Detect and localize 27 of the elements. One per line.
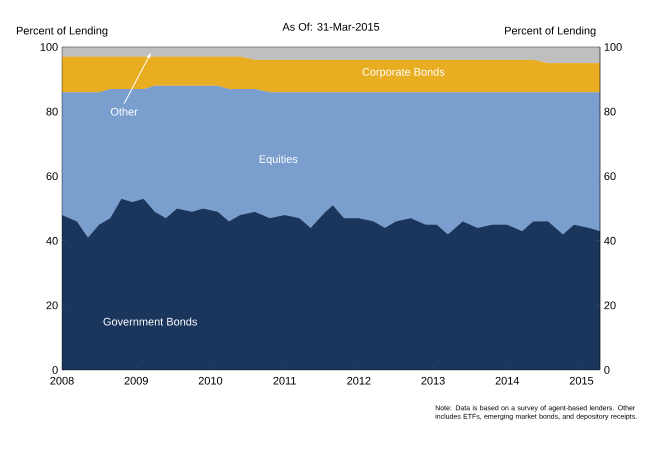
y-tick-label: 100 bbox=[40, 43, 58, 51]
y2-tick-label: 100 bbox=[604, 43, 622, 51]
x-tick-label: 2015 bbox=[570, 376, 594, 385]
series-label: Government Bonds bbox=[104, 318, 197, 326]
y2-tick-label: 60 bbox=[604, 172, 616, 180]
text: Other bbox=[110, 108, 138, 116]
y2-tick-label: 80 bbox=[604, 108, 616, 116]
y2-tick-label: 40 bbox=[604, 236, 616, 245]
y-tick-label: 40 bbox=[46, 236, 58, 245]
y2-tick-label: 20 bbox=[604, 302, 616, 310]
x-tick-label: 2008 bbox=[50, 376, 74, 385]
y-tick-label: 0 bbox=[52, 366, 58, 374]
y2-tick-label: 0 bbox=[604, 366, 610, 374]
series-label: Equities bbox=[260, 154, 298, 166]
y-tick-label: 80 bbox=[46, 108, 58, 116]
x-tick-label: 2009 bbox=[124, 376, 148, 385]
y-tick-label: 20 bbox=[46, 302, 58, 310]
series-label: Corporate Bonds bbox=[362, 68, 444, 78]
x-tick-label: 2014 bbox=[496, 376, 520, 385]
x-tick-label: 2012 bbox=[347, 376, 370, 385]
y-axis-title: Percent of Lending bbox=[16, 26, 108, 37]
y-tick-label: 60 bbox=[46, 172, 58, 180]
x-tick-label: 2010 bbox=[198, 376, 222, 385]
x-tick-label: 2013 bbox=[421, 376, 445, 385]
x-tick-label: 2011 bbox=[273, 376, 296, 385]
y2-axis-title: Percent of Lending bbox=[505, 26, 596, 37]
chart-title: As Of: 31-Mar-2015 bbox=[282, 22, 380, 31]
